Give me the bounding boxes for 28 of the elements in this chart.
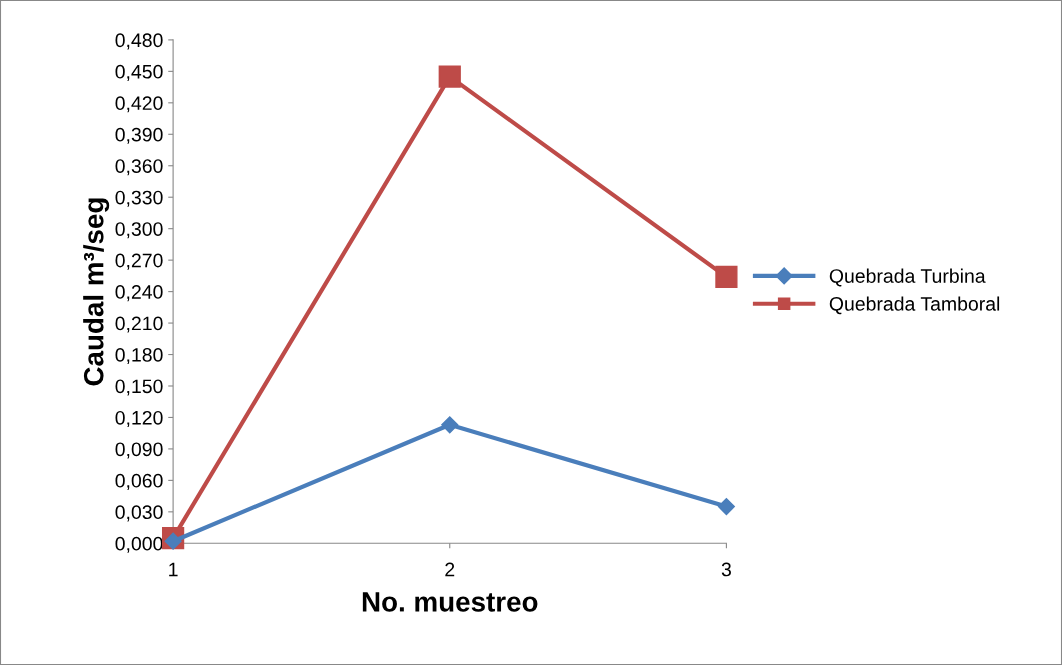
y-tick-label: 0,420	[115, 96, 163, 113]
legend-label: Quebrada Tamboral	[829, 296, 1000, 315]
point	[715, 265, 738, 289]
y-tick-label: 0,150	[115, 379, 163, 396]
y-tick-label: 0,240	[115, 285, 163, 302]
x-tick-label: 2	[445, 562, 455, 577]
y-tick-label: 0,300	[115, 222, 163, 239]
y-tick-label: 0,090	[115, 442, 163, 459]
y-tick-label: 0,120	[115, 410, 163, 427]
y-tick-label: 0,210	[115, 316, 163, 333]
y-axis-title: Caudal m³/seg	[83, 198, 110, 386]
y-tick-label: 0,180	[115, 348, 163, 365]
y-tick-label: 0,270	[115, 253, 163, 270]
y-tick-label: 0,000	[115, 536, 163, 553]
point	[438, 65, 461, 88]
x-tick-label: 3	[721, 562, 731, 577]
legend-label: Quebrada Turbina	[829, 268, 986, 287]
y-tick-label: 0,360	[115, 159, 163, 176]
y-tick-label: 0,450	[115, 64, 163, 81]
y-tick-label: 0,060	[115, 473, 163, 490]
point	[441, 416, 459, 434]
point	[717, 498, 735, 516]
y-tick-label: 0,390	[115, 127, 163, 144]
y-tick-label: 0,030	[115, 505, 163, 522]
x-axis-title: No. muestreo	[362, 592, 538, 612]
y-tick-label: 0,330	[115, 190, 163, 207]
y-tick-label: 0,480	[115, 33, 163, 50]
x-tick-label: 1	[169, 562, 178, 577]
